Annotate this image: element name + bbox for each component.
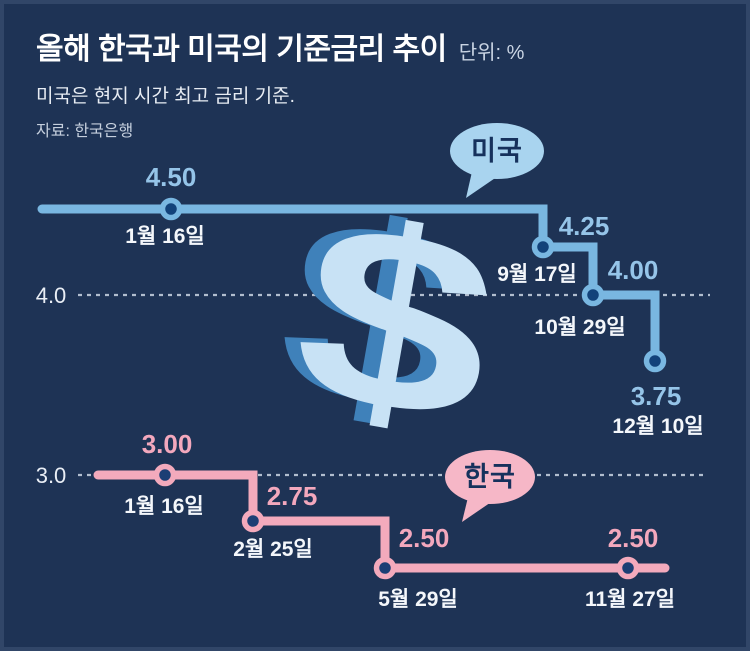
kr-marker-0 [153, 463, 177, 487]
subtitle: 미국은 현지 시간 최고 금리 기준. [36, 86, 295, 107]
us-date-label-1: 9월 17일 [497, 263, 577, 286]
title-row: 올해 한국과 미국의 기준금리 추이 단위: % [36, 24, 524, 68]
us-marker-1 [531, 235, 555, 259]
kr-value-label-1: 2.75 [267, 481, 318, 511]
source-label: 자료: 한국은행 [36, 123, 134, 140]
us-marker-0 [159, 197, 183, 221]
kr-marker-2 [373, 556, 397, 580]
us-date-label-0: 1월 16일 [125, 225, 205, 248]
kr-value-label-2: 2.50 [399, 523, 450, 553]
us-marker-3 [643, 349, 667, 373]
kr-marker-3 [616, 556, 640, 580]
kr-date-label-2: 5월 29일 [378, 588, 458, 611]
kr-legend-bubble: 한국 [445, 450, 535, 522]
us-date-label-3: 12월 10일 [612, 415, 703, 438]
kr-date-label-3: 11월 27일 [585, 588, 675, 611]
us-value-label-0: 4.50 [146, 162, 197, 192]
kr-marker-1 [241, 509, 265, 533]
us-bubble-label: 미국 [471, 136, 523, 166]
kr-bubble-label: 한국 [464, 462, 516, 492]
kr-rate-line [93, 470, 670, 573]
kr-date-label-1: 2월 25일 [233, 538, 313, 561]
unit-label: 단위: % [458, 42, 525, 64]
us-legend-bubble: 미국 [450, 123, 544, 198]
axis-tick-label: 4.0 [36, 283, 67, 308]
us-value-label-2: 4.00 [608, 255, 659, 285]
page-title: 올해 한국과 미국의 기준금리 추이 [36, 33, 447, 66]
us-value-label-3: 3.75 [631, 381, 682, 411]
us-marker-2 [581, 283, 605, 307]
us-value-label-1: 4.25 [559, 211, 610, 241]
axis-tick-label: 3.0 [36, 463, 67, 488]
kr-value-label-3: 2.50 [608, 523, 659, 553]
kr-value-label-0: 3.00 [142, 429, 193, 459]
us-bubble-shape [450, 123, 544, 179]
us-date-label-2: 10월 29일 [534, 316, 625, 339]
header: 올해 한국과 미국의 기준금리 추이 단위: % 미국은 현지 시간 최고 금리… [36, 24, 524, 141]
kr-date-label-0: 1월 16일 [124, 495, 204, 518]
us-rate-line [37, 204, 660, 366]
kr-bubble-shape [445, 450, 535, 504]
